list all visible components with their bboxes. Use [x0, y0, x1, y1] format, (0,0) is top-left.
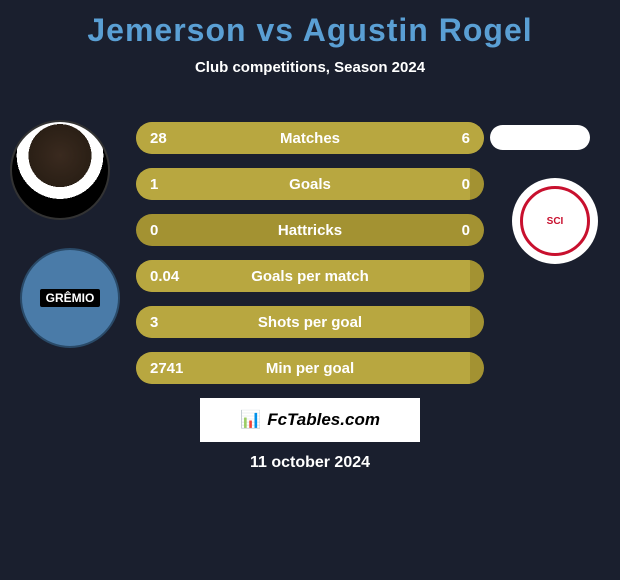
stat-right-value: 0: [462, 176, 470, 193]
stat-fill-left: [136, 122, 407, 154]
page-title: Jemerson vs Agustin Rogel: [0, 0, 620, 49]
player-right-avatar: [490, 125, 590, 150]
player-right-club-badge: SCI: [512, 178, 598, 264]
branding-badge: 📊 FcTables.com: [200, 398, 420, 442]
stats-container: 28 Matches 6 1 Goals 0 0 Hattricks 0 0.04 Goals pe…: [136, 122, 484, 398]
stat-label: Goals per match: [251, 268, 369, 285]
stat-label: Min per goal: [266, 360, 354, 377]
chart-icon: 📊: [240, 410, 261, 430]
stat-row: 0 Hattricks 0: [136, 214, 484, 246]
stat-label: Hattricks: [278, 222, 342, 239]
stat-fill-right: [407, 122, 484, 154]
stat-left-value: 3: [150, 314, 158, 331]
player-left-club-badge: GRÊMIO: [20, 248, 120, 348]
stat-label: Goals: [289, 176, 331, 193]
stat-label: Shots per goal: [258, 314, 362, 331]
stat-right-value: 0: [462, 222, 470, 239]
stat-left-value: 28: [150, 130, 167, 147]
player-left-avatar: [10, 120, 110, 220]
player-right-club-label: SCI: [520, 186, 590, 256]
date-label: 11 october 2024: [0, 454, 620, 472]
stat-left-value: 0.04: [150, 268, 179, 285]
stat-left-value: 1: [150, 176, 158, 193]
stat-left-value: 2741: [150, 360, 183, 377]
subtitle: Club competitions, Season 2024: [0, 59, 620, 76]
stat-row: 3 Shots per goal: [136, 306, 484, 338]
stat-row: 0.04 Goals per match: [136, 260, 484, 292]
stat-row: 2741 Min per goal: [136, 352, 484, 384]
stat-left-value: 0: [150, 222, 158, 239]
player-left-club-label: GRÊMIO: [40, 289, 101, 307]
stat-row: 28 Matches 6: [136, 122, 484, 154]
stat-label: Matches: [280, 130, 340, 147]
stat-right-value: 6: [462, 130, 470, 147]
stat-row: 1 Goals 0: [136, 168, 484, 200]
branding-text: FcTables.com: [267, 410, 380, 430]
